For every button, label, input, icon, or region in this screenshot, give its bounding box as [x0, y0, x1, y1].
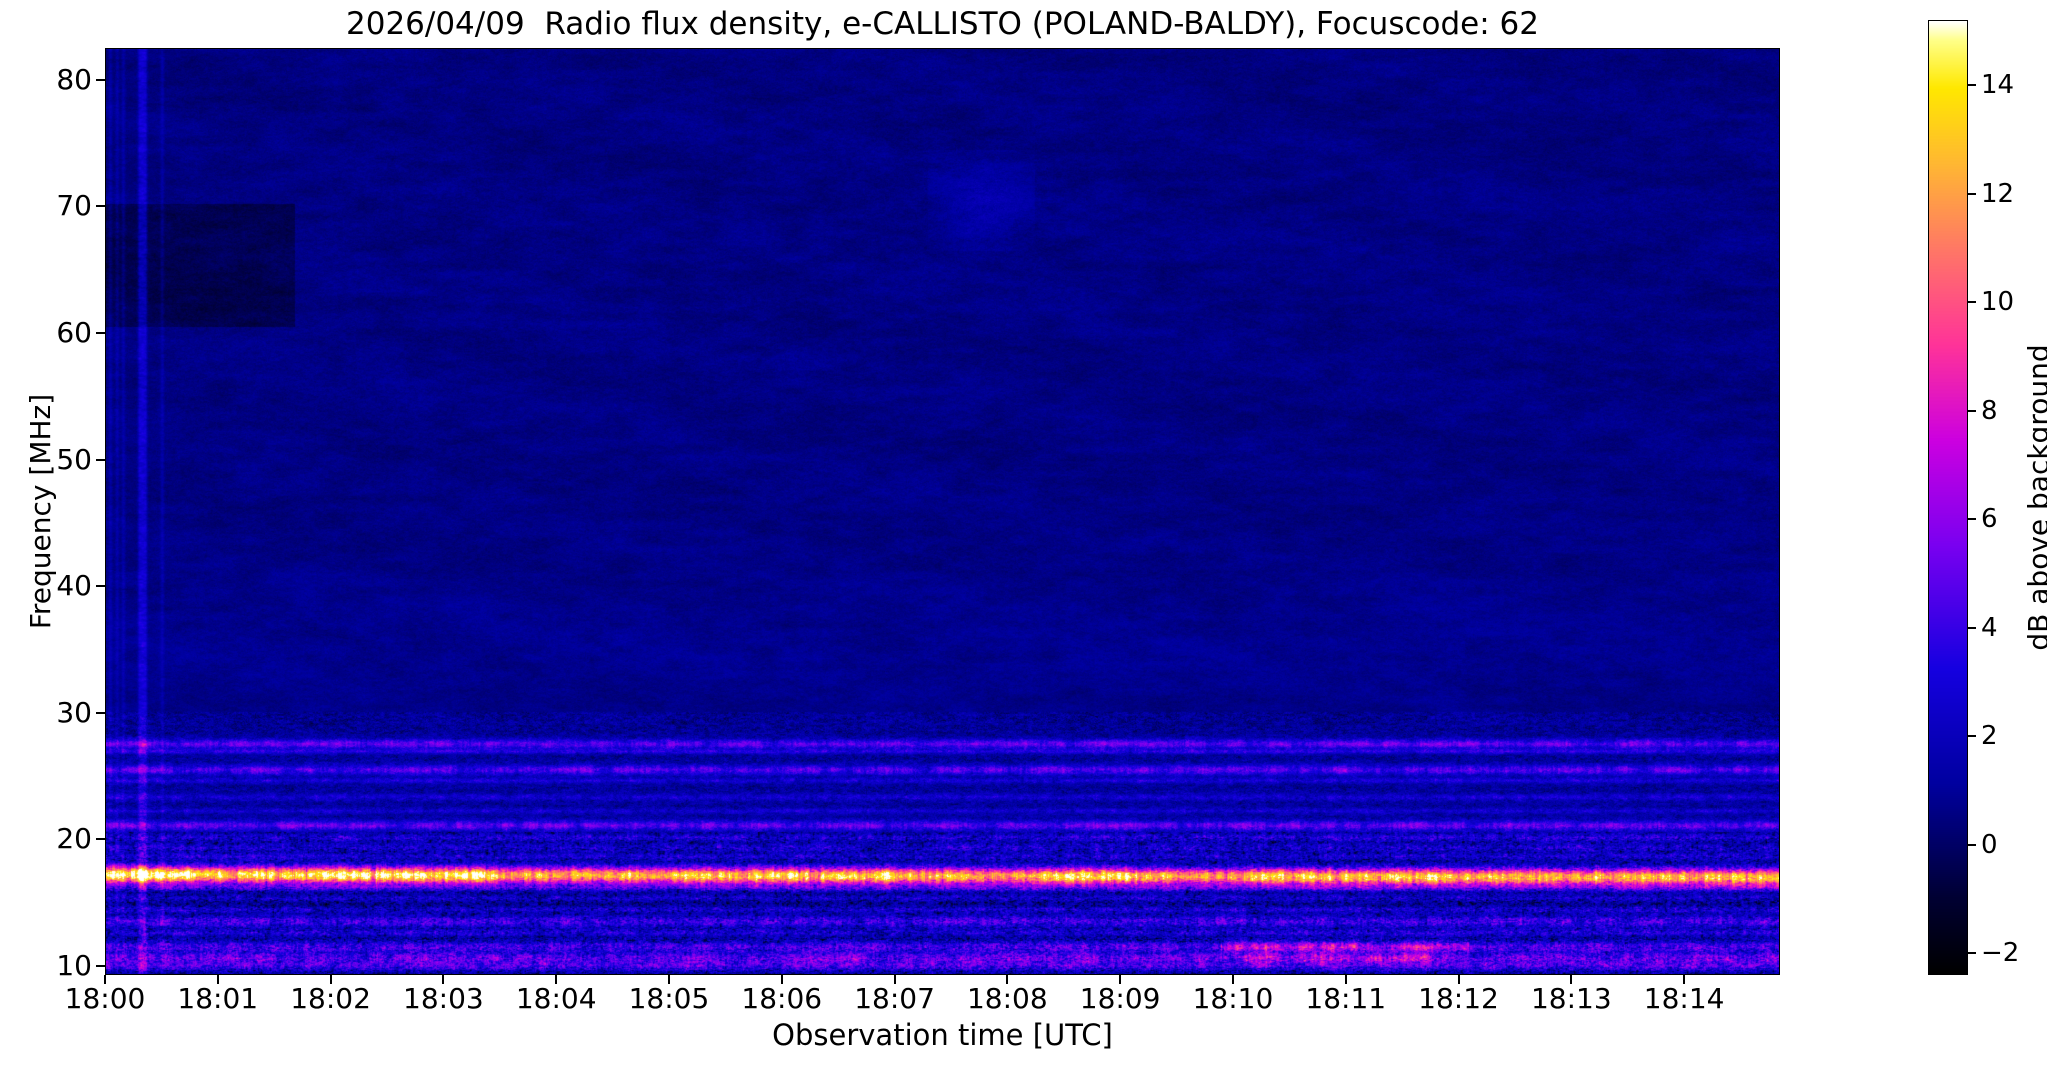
y-tick-label: 10	[56, 949, 92, 983]
x-tick-mark	[893, 975, 896, 984]
y-tick-mark	[96, 838, 105, 841]
x-tick-label: 18:10	[1192, 982, 1274, 1015]
spectrogram-image	[106, 49, 1779, 974]
x-tick-label: 18:06	[741, 982, 823, 1015]
colorbar-tick-mark	[1968, 952, 1976, 955]
page-title: 2026/04/09 Radio flux density, e-CALLIST…	[346, 6, 1539, 42]
y-tick-mark	[96, 965, 105, 968]
x-tick-label: 18:11	[1305, 982, 1387, 1015]
x-tick-label: 18:12	[1418, 982, 1499, 1015]
y-tick-mark	[96, 711, 105, 714]
x-tick-mark	[1006, 975, 1009, 984]
colorbar-tick-mark	[1968, 626, 1976, 629]
y-tick-label: 80	[56, 62, 92, 96]
x-tick-label: 18:05	[628, 982, 710, 1015]
colorbar-tick-mark	[1968, 518, 1976, 521]
y-tick-label: 30	[56, 695, 92, 729]
x-tick-mark	[667, 975, 670, 984]
x-tick-mark	[1570, 975, 1573, 984]
colorbar-tick-mark	[1968, 409, 1976, 412]
x-tick-mark	[1231, 975, 1234, 984]
x-tick-mark	[442, 975, 445, 984]
colorbar-tick-label: 0	[1981, 829, 1998, 860]
x-tick-label: 18:13	[1530, 982, 1612, 1015]
x-tick-label: 18:07	[854, 982, 935, 1015]
x-tick-mark	[1683, 975, 1686, 984]
x-axis-label: Observation time [UTC]	[772, 1018, 1113, 1052]
colorbar-tick-label: 2	[1981, 721, 1998, 752]
y-tick-label: 20	[56, 822, 92, 856]
spectrogram-plot-area	[105, 48, 1780, 975]
colorbar-tick-mark	[1968, 735, 1976, 738]
x-tick-label: 18:03	[403, 982, 484, 1015]
x-tick-mark	[216, 975, 219, 984]
y-tick-mark	[96, 585, 105, 588]
x-tick-label: 18:14	[1643, 982, 1725, 1015]
x-tick-label: 18:00	[64, 982, 146, 1015]
colorbar	[1928, 20, 1968, 975]
y-tick-mark	[96, 205, 105, 208]
colorbar-gradient	[1929, 21, 1967, 974]
x-tick-mark	[1344, 975, 1347, 984]
y-tick-mark	[96, 331, 105, 334]
x-tick-mark	[329, 975, 332, 984]
y-tick-mark	[96, 458, 105, 461]
colorbar-tick-label: 12	[1981, 178, 2015, 209]
x-tick-label: 18:02	[290, 982, 371, 1015]
colorbar-tick-label: 8	[1981, 395, 1998, 426]
x-tick-mark	[104, 975, 106, 984]
x-tick-mark	[780, 975, 783, 984]
y-tick-label: 50	[56, 442, 92, 476]
colorbar-tick-mark	[1968, 84, 1976, 87]
x-tick-label: 18:08	[966, 982, 1048, 1015]
colorbar-tick-mark	[1968, 843, 1976, 846]
y-tick-label: 40	[56, 569, 92, 603]
colorbar-tick-label: 4	[1981, 612, 1998, 643]
colorbar-tick-label: −2	[1981, 938, 2020, 969]
x-tick-mark	[1457, 975, 1460, 984]
x-tick-mark	[1119, 975, 1122, 984]
x-tick-label: 18:09	[1079, 982, 1161, 1015]
colorbar-tick-label: 10	[1981, 287, 2015, 318]
colorbar-tick-label: 6	[1981, 504, 1998, 535]
x-tick-mark	[555, 975, 558, 984]
x-tick-label: 18:04	[515, 982, 597, 1015]
y-tick-mark	[96, 78, 105, 81]
y-tick-label: 70	[56, 189, 92, 223]
y-tick-label: 60	[56, 315, 92, 349]
colorbar-tick-mark	[1968, 192, 1976, 195]
x-tick-label: 18:01	[177, 982, 259, 1015]
colorbar-tick-mark	[1968, 301, 1976, 304]
colorbar-tick-label: 14	[1981, 70, 2015, 101]
y-axis: Frequency [MHz]	[0, 0, 105, 1067]
